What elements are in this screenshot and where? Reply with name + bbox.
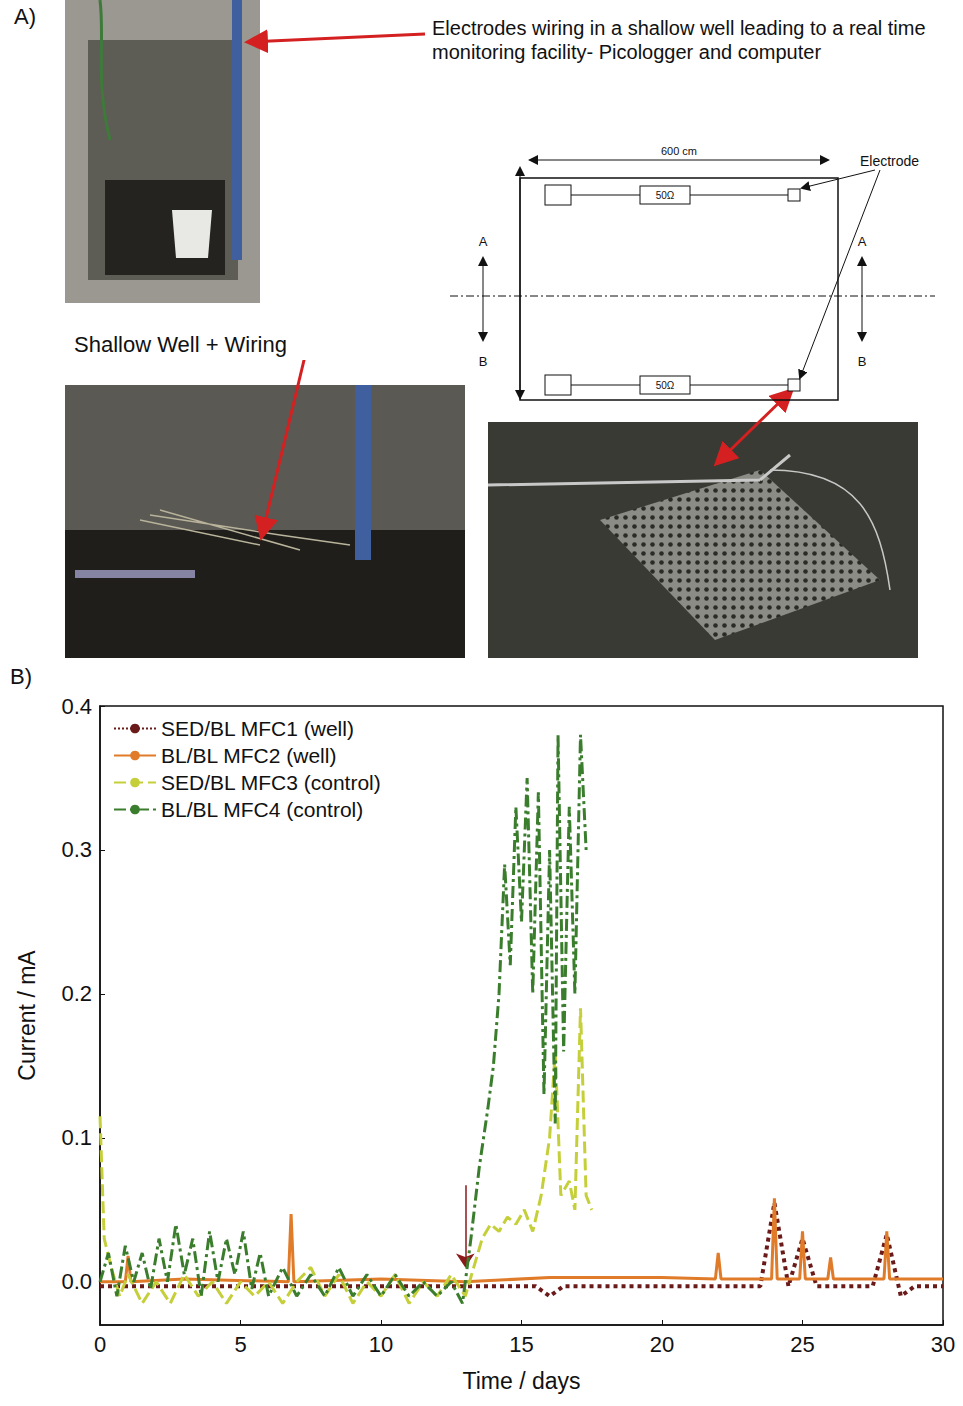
svg-text:A): A) — [14, 4, 36, 29]
svg-text:30: 30 — [931, 1332, 955, 1357]
svg-text:0: 0 — [94, 1332, 106, 1357]
svg-text:25: 25 — [790, 1332, 814, 1357]
svg-text:0.0: 0.0 — [61, 1269, 92, 1294]
svg-text:A: A — [479, 234, 488, 249]
svg-text:A: A — [858, 234, 867, 249]
svg-text:Shallow Well + Wiring: Shallow Well + Wiring — [74, 332, 287, 357]
svg-text:5: 5 — [234, 1332, 246, 1357]
svg-text:BL/BL MFC2 (well): BL/BL MFC2 (well) — [161, 744, 336, 767]
svg-text:Current / mA: Current / mA — [14, 950, 40, 1081]
svg-text:SED/BL MFC1 (well): SED/BL MFC1 (well) — [161, 717, 354, 740]
svg-text:600 cm: 600 cm — [661, 145, 697, 157]
svg-text:Time / days: Time / days — [462, 1368, 580, 1394]
html-text:B): B) — [10, 664, 32, 689]
svg-text:0.1: 0.1 — [61, 1125, 92, 1150]
svg-text:BL/BL MFC4 (control): BL/BL MFC4 (control) — [161, 798, 363, 821]
svg-text:15: 15 — [509, 1332, 533, 1357]
svg-text:B: B — [479, 354, 488, 369]
svg-text:0.3: 0.3 — [61, 837, 92, 862]
svg-text:20: 20 — [650, 1332, 674, 1357]
html-text:Electrodes wiring in a shallow: Electrodes wiring in a shallow well lead… — [432, 17, 926, 63]
svg-text:Electrode: Electrode — [860, 153, 919, 169]
svg-text:50Ω: 50Ω — [656, 190, 675, 201]
svg-text:SED/BL MFC3 (control): SED/BL MFC3 (control) — [161, 771, 381, 794]
svg-text:B: B — [858, 354, 867, 369]
svg-text:0.4: 0.4 — [61, 694, 92, 719]
svg-text:50Ω: 50Ω — [656, 380, 675, 391]
svg-text:0.2: 0.2 — [61, 981, 92, 1006]
svg-text:10: 10 — [369, 1332, 393, 1357]
